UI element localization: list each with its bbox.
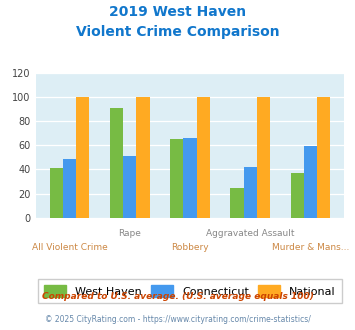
Bar [50,168,63,218]
Text: Robbery: Robbery [171,243,209,252]
Text: Aggravated Assault: Aggravated Assault [206,229,294,238]
Bar [183,138,197,218]
Bar [244,167,257,218]
Bar [304,147,317,218]
Text: Compared to U.S. average. (U.S. average equals 100): Compared to U.S. average. (U.S. average … [42,292,313,301]
Bar [110,108,123,218]
Text: 2019 West Haven: 2019 West Haven [109,5,246,19]
Text: Rape: Rape [118,229,141,238]
Text: Violent Crime Comparison: Violent Crime Comparison [76,25,279,39]
Bar [317,97,330,218]
Text: All Violent Crime: All Violent Crime [32,243,107,252]
Legend: West Haven, Connecticut, National: West Haven, Connecticut, National [38,279,342,303]
Text: © 2025 CityRating.com - https://www.cityrating.com/crime-statistics/: © 2025 CityRating.com - https://www.city… [45,315,310,324]
Bar [136,97,149,218]
Bar [63,158,76,218]
Bar [197,97,210,218]
Bar [76,97,89,218]
Bar [170,139,183,218]
Bar [290,173,304,218]
Text: Murder & Mans...: Murder & Mans... [272,243,349,252]
Bar [257,97,270,218]
Bar [230,187,244,218]
Bar [123,156,136,218]
